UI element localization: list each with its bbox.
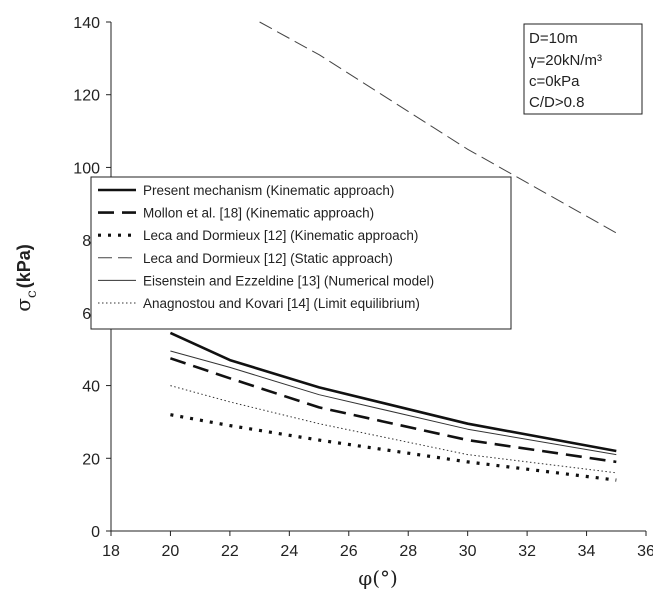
legend-label-2: Mollon et al. [18] (Kinematic approach) [143,206,374,221]
x-tick-label: 32 [518,543,536,560]
x-tick-label: 24 [280,543,298,560]
x-tick-label: 20 [162,543,180,560]
y-tick-label: 40 [82,379,100,396]
legend: Present mechanism (Kinematic approach) Mo… [90,176,512,330]
series-line-3 [170,413,617,482]
x-axis-title: φ(°) [358,566,398,590]
legend-label-3: Leca and Dormieux [12] (Kinematic approa… [143,228,418,243]
y-axis-symbol: σ [11,298,35,312]
legend-frame [90,176,512,330]
legend-label-4: Leca and Dormieux [12] (Static approach) [143,251,393,266]
legend-label-1: Present mechanism (Kinematic approach) [143,183,394,198]
legend-label-6: Anagnostou and Kovari [14] (Limit equili… [143,296,420,311]
x-tick-label: 36 [637,543,653,560]
x-tick-label: 34 [578,543,596,560]
y-tick-label: 20 [82,451,100,468]
y-axis-title: σc (kPa) [11,244,40,312]
x-tick-label: 28 [399,543,417,560]
legend-items: Present mechanism (Kinematic approach) Mo… [98,183,434,311]
series-line-5 [170,350,617,456]
series-line-4 [259,21,617,234]
legend-label-5: Eisenstein and Ezzeldine [13] (Numerical… [143,273,434,288]
series-layer [169,21,617,482]
y-tick-label: 100 [73,160,100,177]
series-line-2 [169,357,617,464]
param-diameter: D=10m [529,30,578,47]
y-tick-label: 140 [73,15,100,32]
series-line-6 [170,385,617,474]
x-tick-label: 18 [102,543,120,560]
param-cover-ratio: C/D>0.8 [529,94,584,111]
param-cohesion: c=0kPa [529,73,580,90]
param-unit-weight: γ=20kN/m³ [529,52,602,69]
y-axis-subscript: c [24,290,40,298]
y-tick-label: 0 [91,524,100,541]
parameter-box-frame [523,23,643,115]
x-tick-label: 22 [221,543,239,560]
parameter-box: D=10m γ=20kN/m³ c=0kPa C/D>0.8 [523,23,643,115]
y-axis-unit: (kPa) [14,244,34,288]
x-tick-label: 30 [459,543,477,560]
y-tick-label: 120 [73,88,100,105]
x-tick-label: 26 [340,543,358,560]
series-line-1 [169,331,617,453]
